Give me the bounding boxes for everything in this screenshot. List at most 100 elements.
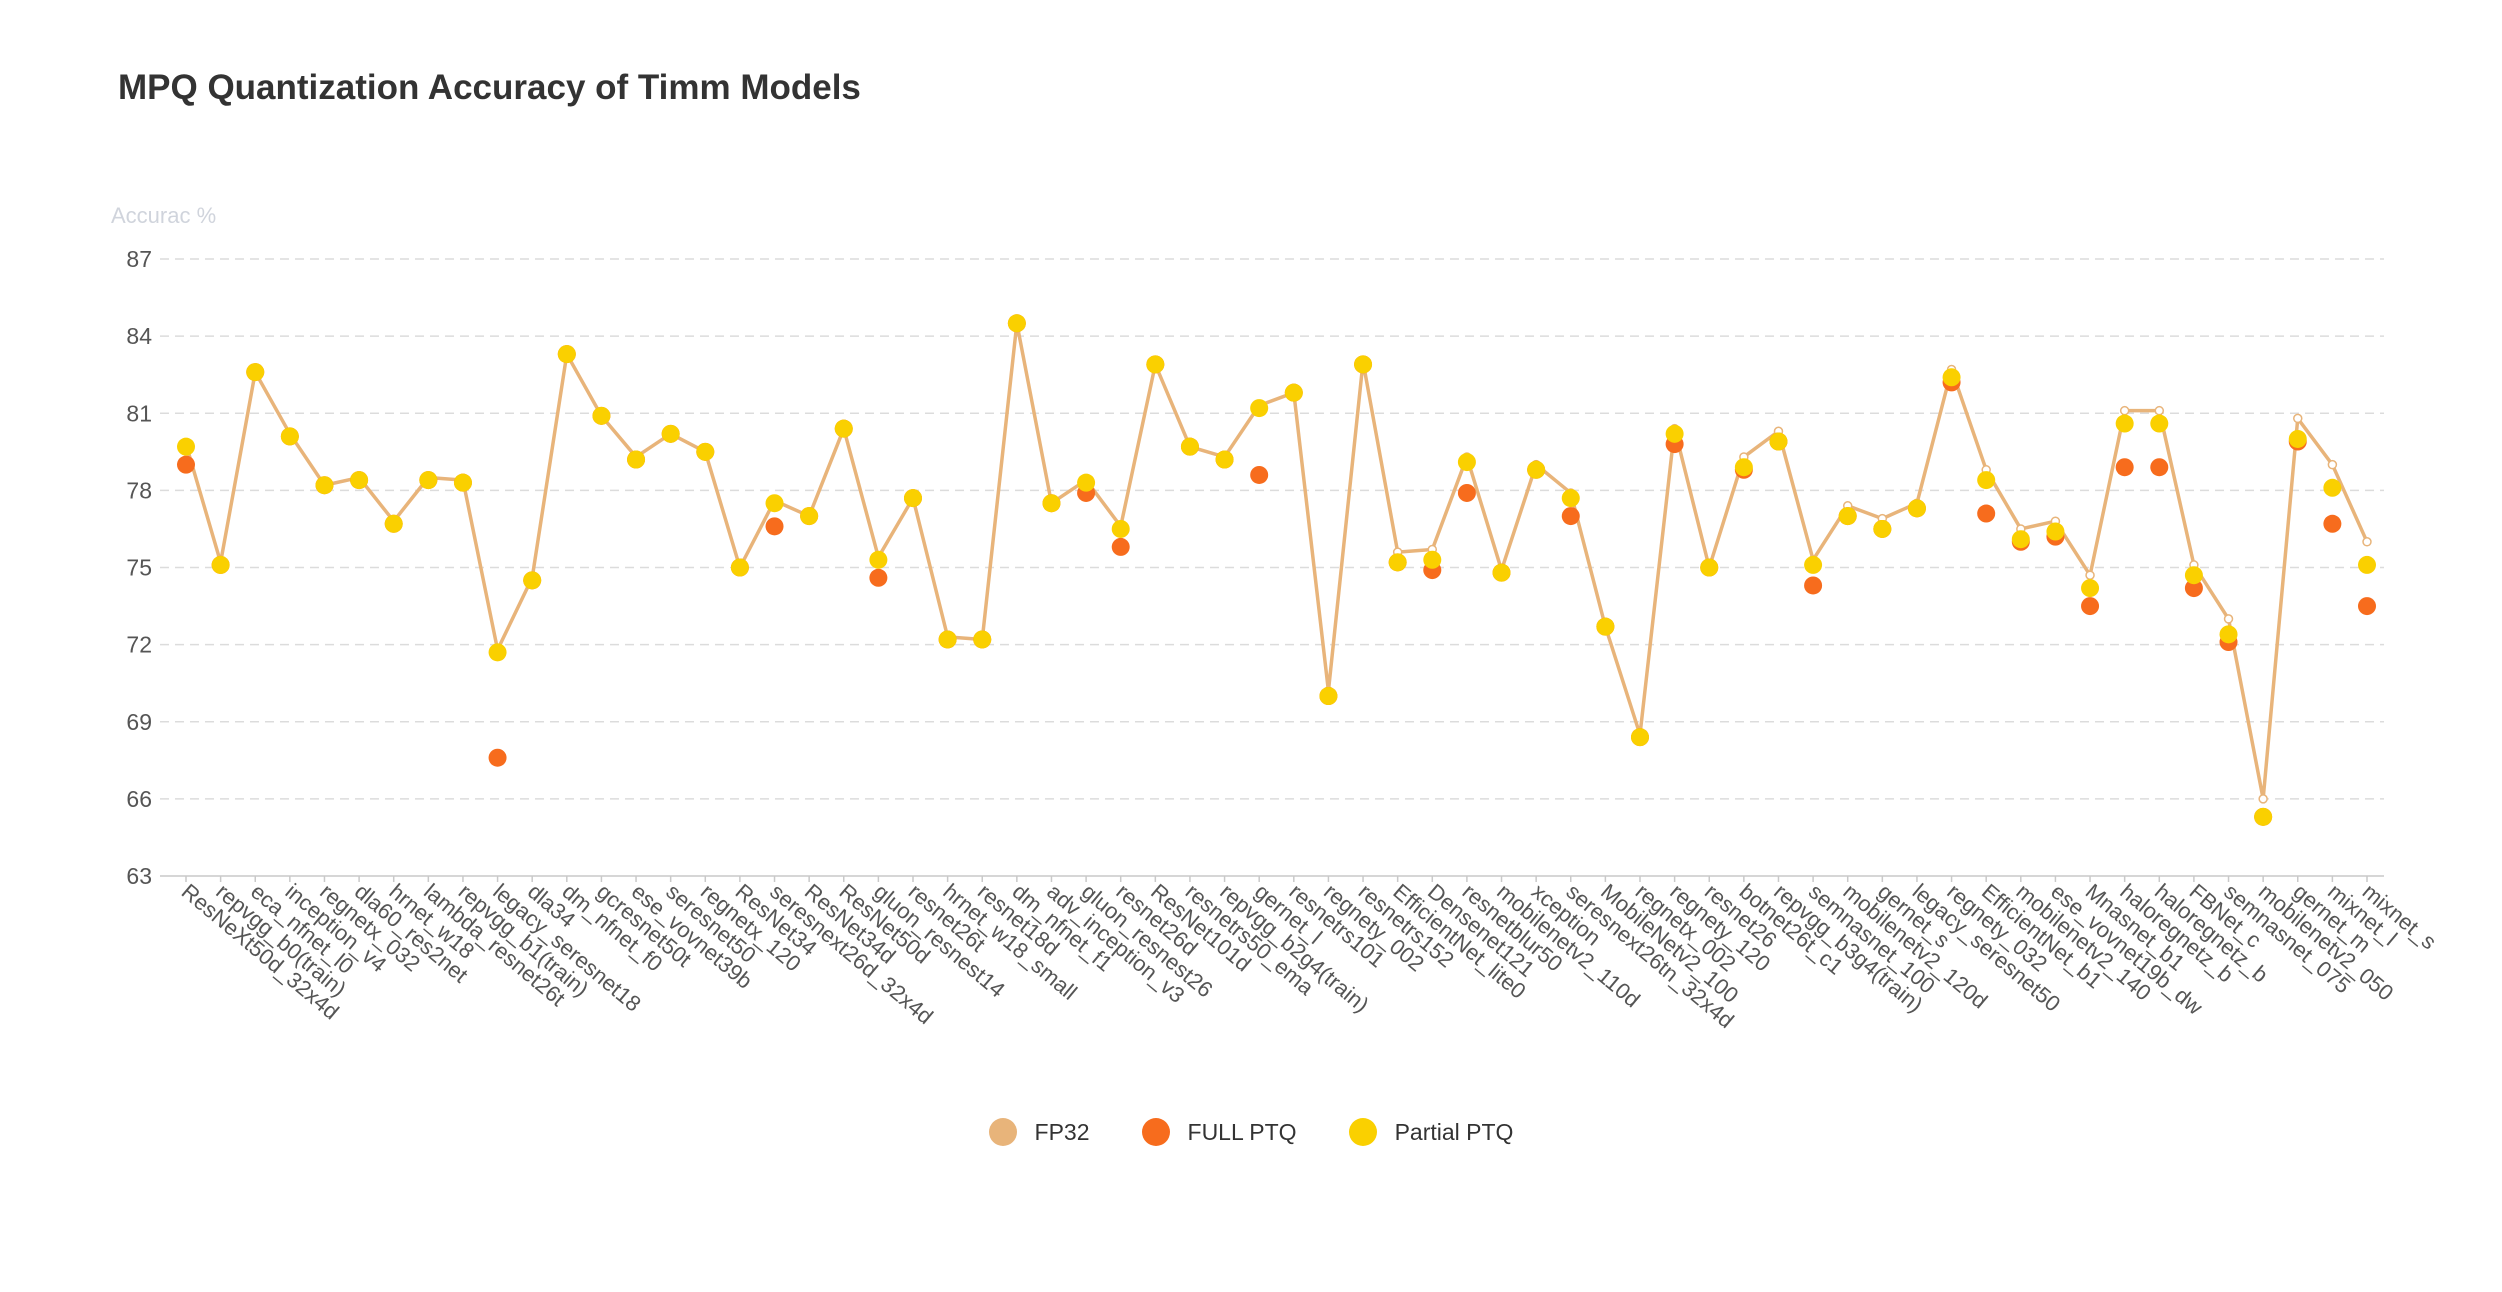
point-partial-ptq[interactable] xyxy=(1977,471,1996,490)
y-axis-tick-labels: 63 66 69 72 75 78 81 84 87 xyxy=(126,246,152,889)
point-partial-ptq[interactable] xyxy=(1319,687,1338,706)
point-full-ptq[interactable] xyxy=(2150,458,2169,477)
point-partial-ptq[interactable] xyxy=(592,406,611,425)
point-partial-ptq[interactable] xyxy=(2323,478,2342,497)
point-partial-ptq[interactable] xyxy=(696,442,715,461)
point-full-ptq[interactable] xyxy=(177,455,195,474)
point-fp32[interactable] xyxy=(2258,794,2268,804)
point-partial-ptq[interactable] xyxy=(1146,355,1165,374)
point-partial-ptq[interactable] xyxy=(1354,355,1373,374)
point-partial-ptq[interactable] xyxy=(869,550,888,569)
point-partial-ptq[interactable] xyxy=(211,555,230,574)
point-partial-ptq[interactable] xyxy=(1596,617,1615,636)
point-full-ptq[interactable] xyxy=(765,517,784,536)
point-partial-ptq[interactable] xyxy=(661,424,680,443)
point-partial-ptq[interactable] xyxy=(1873,519,1892,538)
legend-label-partial-ptq: Partial PTQ xyxy=(1394,1118,1514,1145)
point-full-ptq[interactable] xyxy=(1457,483,1476,502)
y-tick-label: 78 xyxy=(126,477,152,503)
point-fp32[interactable] xyxy=(2154,405,2165,416)
point-partial-ptq[interactable] xyxy=(2011,530,2030,549)
point-full-ptq[interactable] xyxy=(1111,537,1130,556)
point-partial-ptq[interactable] xyxy=(350,471,369,490)
point-partial-ptq[interactable] xyxy=(973,630,992,649)
point-fp32[interactable] xyxy=(2293,413,2303,424)
point-partial-ptq[interactable] xyxy=(1942,368,1961,387)
point-full-ptq[interactable] xyxy=(1804,576,1823,595)
point-partial-ptq[interactable] xyxy=(938,630,957,649)
y-tick-label: 87 xyxy=(126,246,152,272)
point-partial-ptq[interactable] xyxy=(280,427,299,446)
point-partial-ptq[interactable] xyxy=(1042,494,1061,513)
point-partial-ptq[interactable] xyxy=(1388,553,1407,572)
point-full-ptq[interactable] xyxy=(1561,507,1580,526)
legend-item-full-ptq[interactable]: FULL PTQ xyxy=(1141,1118,1297,1146)
point-partial-ptq[interactable] xyxy=(1007,314,1026,333)
series-layer xyxy=(177,314,2376,826)
point-partial-ptq[interactable] xyxy=(1561,489,1580,508)
point-partial-ptq[interactable] xyxy=(2358,555,2376,574)
point-fp32[interactable] xyxy=(2223,614,2234,624)
point-partial-ptq[interactable] xyxy=(1457,453,1476,472)
point-partial-ptq[interactable] xyxy=(2150,414,2169,433)
point-partial-ptq[interactable] xyxy=(2254,807,2273,826)
point-partial-ptq[interactable] xyxy=(1284,383,1303,402)
point-partial-ptq[interactable] xyxy=(1631,728,1649,747)
point-fp32[interactable] xyxy=(2327,459,2338,470)
legend-item-partial-ptq[interactable]: Partial PTQ xyxy=(1348,1118,1514,1146)
point-partial-ptq[interactable] xyxy=(1838,507,1857,526)
point-partial-ptq[interactable] xyxy=(384,514,403,533)
point-fp32[interactable] xyxy=(2119,405,2130,416)
point-partial-ptq[interactable] xyxy=(2288,429,2307,448)
point-partial-ptq[interactable] xyxy=(453,473,472,492)
point-full-ptq[interactable] xyxy=(2323,514,2342,533)
point-partial-ptq[interactable] xyxy=(523,571,542,590)
point-partial-ptq[interactable] xyxy=(1734,458,1753,477)
y-tick-label: 75 xyxy=(126,555,152,581)
point-partial-ptq[interactable] xyxy=(1077,473,1096,492)
point-full-ptq[interactable] xyxy=(869,568,888,587)
point-full-ptq[interactable] xyxy=(2184,579,2203,598)
point-partial-ptq[interactable] xyxy=(2115,414,2134,433)
point-partial-ptq[interactable] xyxy=(904,489,922,508)
point-partial-ptq[interactable] xyxy=(627,450,646,469)
point-partial-ptq[interactable] xyxy=(488,643,507,662)
point-partial-ptq[interactable] xyxy=(1769,432,1788,451)
point-partial-ptq[interactable] xyxy=(2219,625,2238,644)
legend-item-fp32[interactable]: FP32 xyxy=(988,1118,1090,1146)
point-partial-ptq[interactable] xyxy=(1215,450,1234,469)
point-partial-ptq[interactable] xyxy=(2081,579,2100,598)
point-partial-ptq[interactable] xyxy=(1700,558,1719,577)
point-partial-ptq[interactable] xyxy=(246,363,265,382)
point-partial-ptq[interactable] xyxy=(834,419,853,438)
point-partial-ptq[interactable] xyxy=(1665,424,1684,443)
point-partial-ptq[interactable] xyxy=(1492,563,1511,582)
point-partial-ptq[interactable] xyxy=(765,494,784,513)
point-full-ptq[interactable] xyxy=(2081,597,2100,616)
point-partial-ptq[interactable] xyxy=(730,558,749,577)
point-fp32[interactable] xyxy=(2085,570,2095,580)
point-partial-ptq[interactable] xyxy=(1907,499,1926,518)
point-partial-ptq[interactable] xyxy=(1423,550,1442,569)
point-partial-ptq[interactable] xyxy=(557,345,576,364)
point-partial-ptq[interactable] xyxy=(1804,555,1823,574)
point-partial-ptq[interactable] xyxy=(800,507,819,526)
point-partial-ptq[interactable] xyxy=(1527,460,1546,479)
point-fp32[interactable] xyxy=(2362,537,2372,547)
point-full-ptq[interactable] xyxy=(1250,465,1269,484)
point-partial-ptq[interactable] xyxy=(419,471,438,490)
point-full-ptq[interactable] xyxy=(1977,504,1996,523)
point-full-ptq[interactable] xyxy=(2358,597,2376,616)
point-partial-ptq[interactable] xyxy=(177,437,195,456)
y-tick-label: 72 xyxy=(126,632,152,658)
point-partial-ptq[interactable] xyxy=(1180,437,1199,456)
point-partial-ptq[interactable] xyxy=(1250,399,1269,418)
point-partial-ptq[interactable] xyxy=(1111,519,1130,538)
point-full-ptq[interactable] xyxy=(2115,458,2134,477)
point-partial-ptq[interactable] xyxy=(2184,566,2203,585)
legend-swatch-fp32 xyxy=(988,1118,1017,1146)
point-partial-ptq[interactable] xyxy=(315,476,334,495)
point-full-ptq[interactable] xyxy=(488,748,507,767)
point-partial-ptq[interactable] xyxy=(2046,522,2065,541)
